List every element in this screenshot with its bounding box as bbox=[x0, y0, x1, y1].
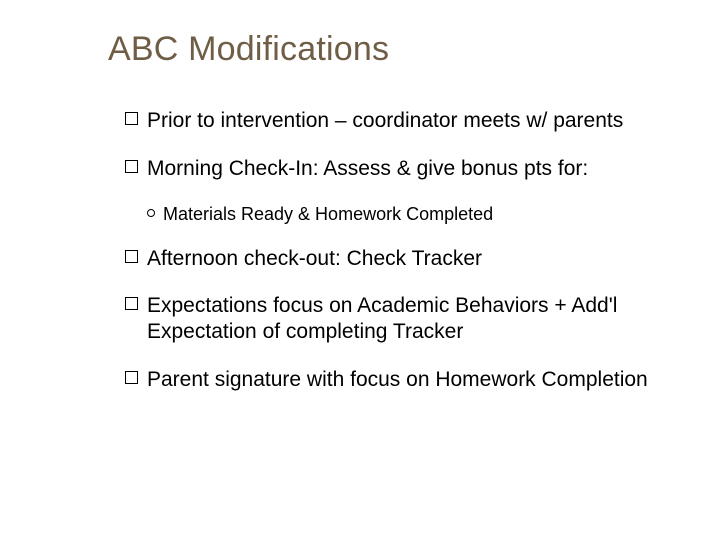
square-bullet-icon bbox=[125, 297, 138, 310]
bullet-text: Expectations focus on Academic Behaviors… bbox=[147, 294, 617, 343]
square-bullet-icon bbox=[125, 371, 138, 384]
sub-bullet-text: Materials Ready & Homework Completed bbox=[163, 204, 493, 224]
square-bullet-icon bbox=[125, 160, 138, 173]
circle-bullet-icon bbox=[147, 209, 155, 217]
bullet-text: Parent signature with focus on Homework … bbox=[147, 368, 648, 391]
sub-bullet-item: Materials Ready & Homework Completed bbox=[125, 203, 670, 226]
bullet-item: Prior to intervention – coordinator meet… bbox=[125, 108, 670, 134]
square-bullet-icon bbox=[125, 250, 138, 263]
slide-title: ABC Modifications bbox=[108, 30, 389, 69]
bullet-text: Afternoon check-out: Check Tracker bbox=[147, 247, 482, 270]
bullet-item: Afternoon check-out: Check Tracker bbox=[125, 246, 670, 272]
bullet-text: Prior to intervention – coordinator meet… bbox=[147, 109, 623, 132]
slide-content: Prior to intervention – coordinator meet… bbox=[125, 108, 670, 414]
bullet-item: Expectations focus on Academic Behaviors… bbox=[125, 293, 670, 344]
bullet-item: Morning Check-In: Assess & give bonus pt… bbox=[125, 156, 670, 182]
square-bullet-icon bbox=[125, 112, 138, 125]
bullet-item: Parent signature with focus on Homework … bbox=[125, 367, 670, 393]
bullet-text: Morning Check-In: Assess & give bonus pt… bbox=[147, 157, 588, 180]
slide: ABC Modifications Prior to intervention … bbox=[0, 0, 720, 540]
